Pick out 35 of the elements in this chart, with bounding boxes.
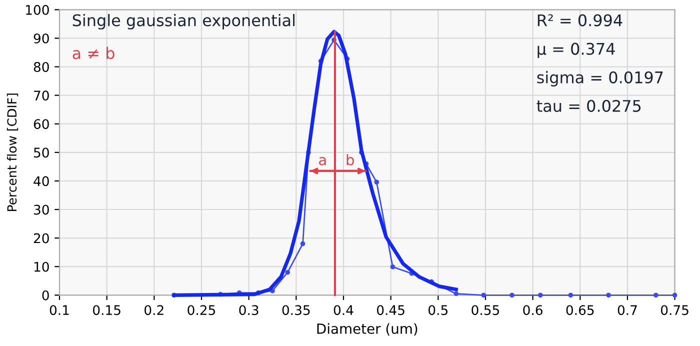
annotation: sigma = 0.0197 [537,71,663,87]
x-axis-title: Diameter (um) [317,323,418,336]
y-tick-label: 50 [34,148,49,158]
y-tick-label: 10 [34,262,49,272]
x-tick-label: 0.35 [282,305,310,316]
annotation: a ≠ b [72,46,114,60]
x-tick-label: 0.5 [428,305,448,316]
x-tick-label: 0.7 [618,305,637,316]
annotation: b [346,154,354,166]
y-tick-label: 90 [34,33,49,44]
x-tick-label: 0.25 [188,305,216,316]
y-tick-label: 0 [42,290,49,300]
annotation: μ = 0.374 [538,42,615,58]
x-tick-label: 0.75 [660,305,688,316]
x-tick-label: 0.4 [334,305,354,316]
annotation: a [319,156,326,166]
y-tick-label: 70 [34,90,49,101]
annotation: R² = 0.994 [538,14,622,26]
y-tick-label: 40 [34,176,49,186]
x-tick-label: 0.45 [376,305,404,316]
annotation: tau = 0.0275 [536,100,641,112]
y-tick-label: 30 [34,204,49,215]
y-tick-label: 80 [34,62,49,72]
y-axis-title: Percent flow [CDIF] [6,94,18,212]
annotation: Single gaussian exponential [72,14,295,30]
y-tick-label: 20 [34,233,49,244]
y-tick-label: 100 [26,4,49,15]
y-tick-label: 60 [34,119,49,130]
x-tick-label: 0.15 [93,305,120,316]
x-tick-label: 0.1 [50,305,69,316]
x-tick-label: 0.3 [239,305,258,316]
x-tick-label: 0.55 [472,305,500,316]
x-tick-label: 0.6 [523,305,542,316]
x-tick-label: 0.65 [566,305,594,316]
x-tick-label: 0.2 [144,305,164,316]
